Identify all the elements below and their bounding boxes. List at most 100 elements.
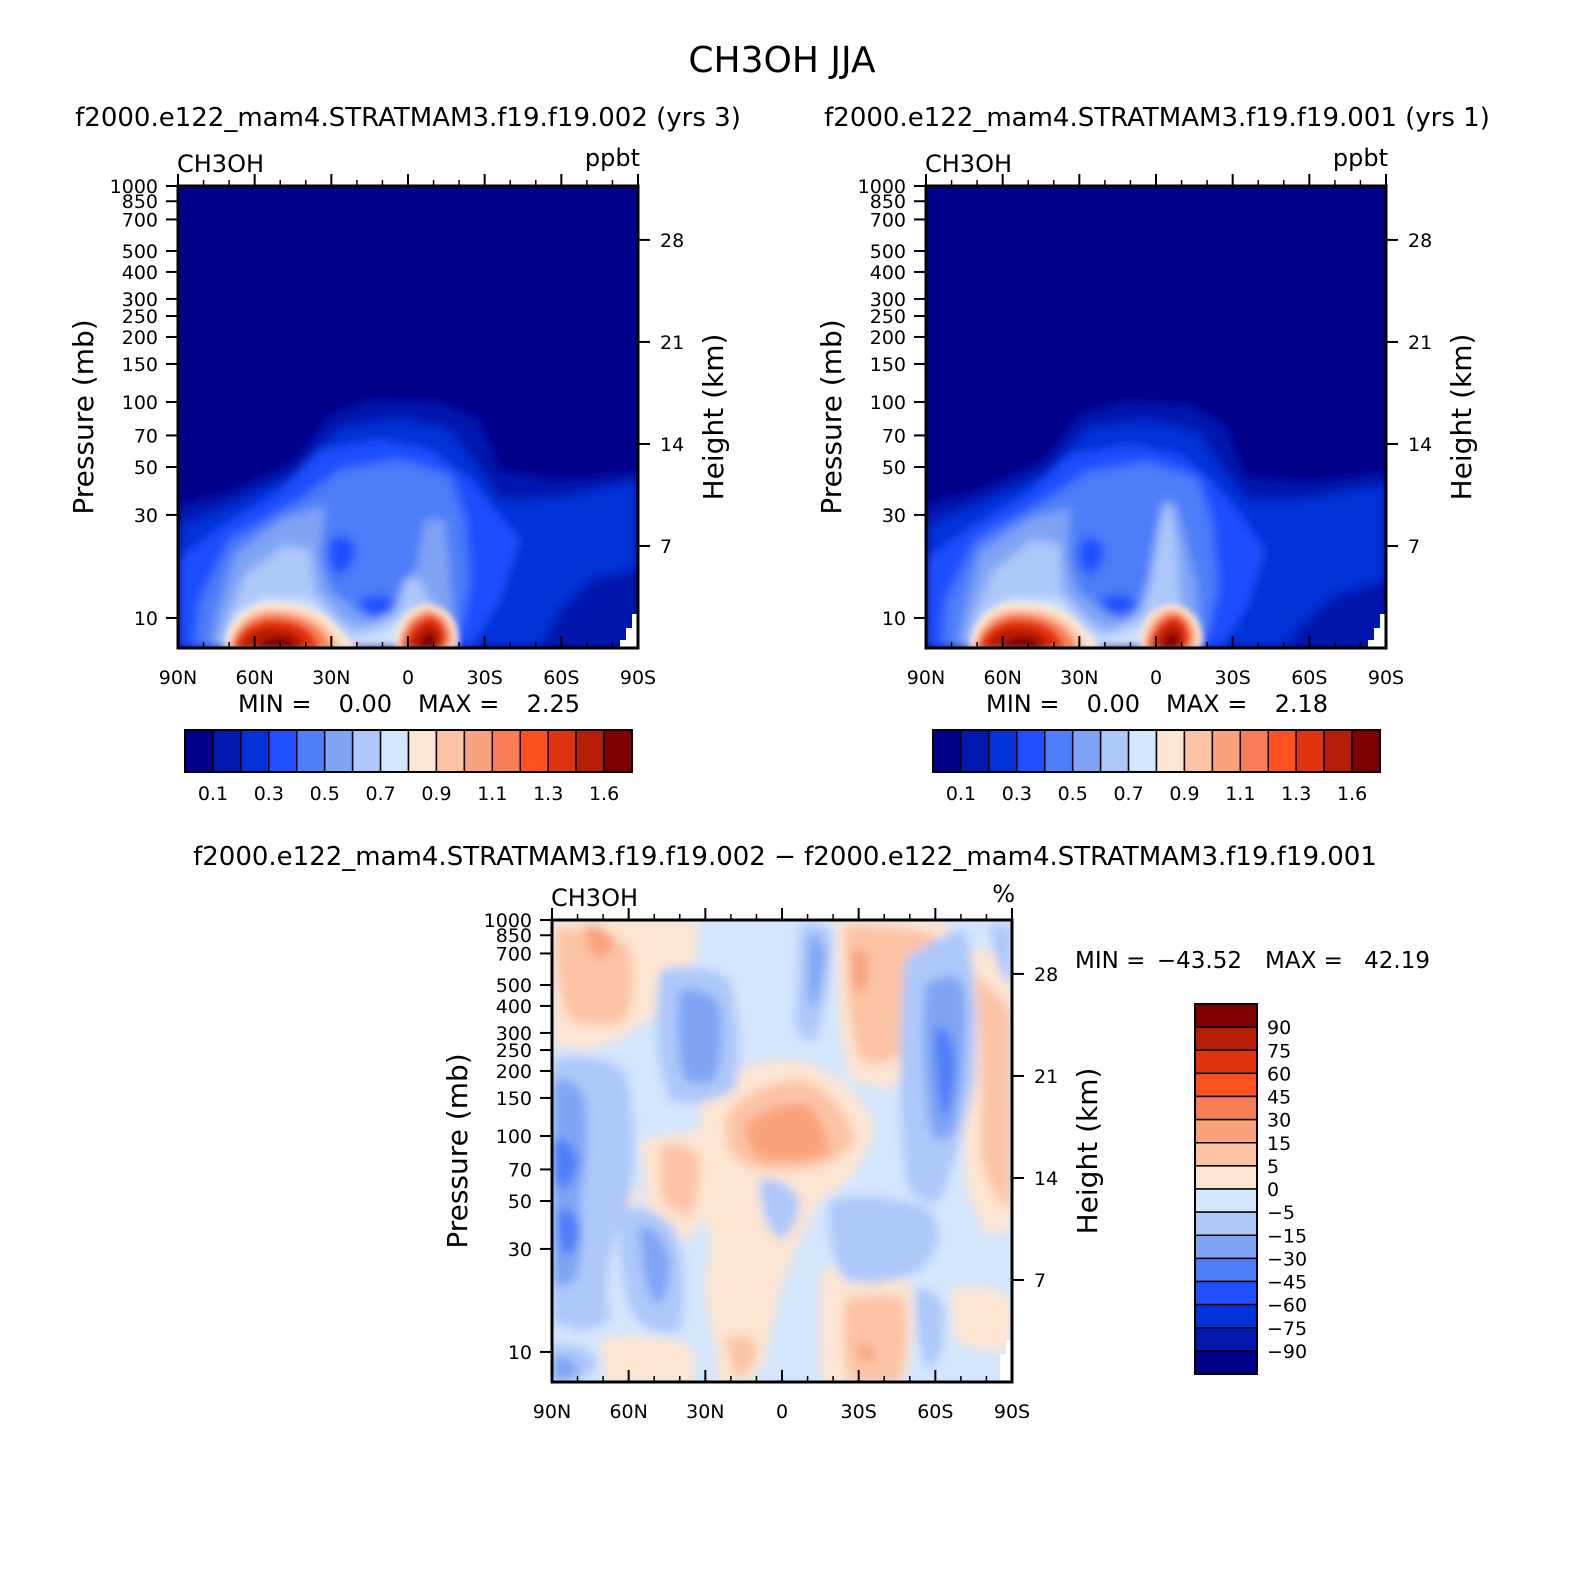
case1-y-tick-label: 400: [122, 262, 158, 284]
diff-max-label: MAX =: [1265, 948, 1343, 974]
case2-colorbar-swatch: [1127, 729, 1158, 773]
diff-units: %: [992, 880, 1015, 908]
case1-colorbar-swatch: [575, 729, 605, 773]
case2-y-tick-label: 150: [870, 354, 906, 376]
diff-y-tick-label: 100: [496, 1126, 532, 1148]
diff-y-tick-label: 30: [508, 1239, 532, 1261]
case2-colorbar-label: 0.1: [946, 783, 976, 805]
diff-y-right-tick-label: 28: [1034, 964, 1058, 986]
case2-x-tick-label: 60S: [1291, 667, 1327, 689]
case2-colorbar-swatch: [932, 729, 962, 773]
case1-colorbar-label: 1.3: [533, 783, 563, 805]
case2-x-tick-label: 90N: [907, 667, 945, 689]
case1-y-tick-label: 1000: [110, 176, 158, 198]
diff-y-tick-label: 150: [496, 1088, 532, 1110]
diff-x-tick-label: 60S: [917, 1401, 953, 1423]
case1-colorbar-label: 0.7: [365, 783, 395, 805]
case2-colorbar-swatch: [1211, 729, 1242, 773]
case1-x-tick-label: 60S: [543, 667, 579, 689]
diff-colorbar-swatch: [1194, 1350, 1258, 1375]
case2-panel: 90N 60N 30N 0 30S 60S 90S 10 30 50 70 100 150 2002503…: [815, 144, 1478, 805]
diff-colorbar-swatch: [1194, 1211, 1258, 1236]
case1-y-tick-label: 150: [122, 354, 158, 376]
diff-colorbar-label: 90: [1267, 1017, 1291, 1039]
case2-colorbar-label: 0.3: [1002, 783, 1032, 805]
case2-y-right-tick-label: 14: [1408, 434, 1432, 456]
case2-colorbar-swatch: [1071, 729, 1102, 773]
case1-units: ppbt: [585, 144, 640, 172]
case2-colorbar-label: 0.7: [1113, 783, 1143, 805]
diff-max-value: 42.19: [1364, 948, 1430, 974]
diff-colorbar-label: −30: [1267, 1248, 1307, 1270]
case2-colorbar-swatch: [1323, 729, 1353, 773]
diff-x-tick-label: 30N: [686, 1401, 724, 1423]
case2-y-tick-label: 400: [870, 262, 906, 284]
case1-contour-field: [178, 186, 638, 648]
case2-var-label: CH3OH: [925, 150, 1012, 178]
case2-colorbar-swatch: [1044, 729, 1074, 773]
diff-ylabel-right: Height (km): [1071, 1068, 1104, 1235]
case1-colorbar: 0.1 0.3 0.5 0.7 0.9 1.1 1.3 1.6: [184, 729, 633, 805]
diff-y-tick-label: 1000: [484, 910, 532, 932]
diff-colorbar-label: −90: [1267, 1341, 1307, 1363]
case2-colorbar-label: 1.6: [1337, 783, 1367, 805]
diff-colorbar-swatch: [1194, 1165, 1258, 1190]
case2-colorbar-label: 1.1: [1225, 783, 1255, 805]
diff-colorbar-swatch: [1194, 1188, 1258, 1213]
case2-y-tick-label: 700: [870, 209, 906, 231]
diff-var-label: CH3OH: [551, 884, 638, 912]
diff-y-tick-label: 500: [496, 975, 532, 997]
case2-y-right-tick-label: 28: [1408, 230, 1432, 252]
case2-y-tick-label: 250: [870, 306, 906, 328]
case1-ylabel-right: Height (km): [697, 334, 730, 501]
case1-colorbar-swatch: [519, 729, 549, 773]
diff-y-tick-label: 10: [508, 1342, 532, 1364]
case2-colorbar: 0.1 0.3 0.5 0.7 0.9 1.1 1.3 1.6: [932, 729, 1381, 805]
diff-y-right-tick-label: 14: [1034, 1168, 1058, 1190]
case1-colorbar-label: 1.1: [477, 783, 507, 805]
case1-y-tick-label: 10: [134, 608, 158, 630]
diff-y-tick-label: 50: [508, 1191, 532, 1213]
diff-y-tick-label: 700: [496, 943, 532, 965]
case1-y-tick-label: 100: [122, 392, 158, 414]
case1-panel: 90N 60N 30N 0 30S 60S 90S 10 30 50 70 100 150 2002503…: [67, 144, 730, 805]
case2-y-tick-label: 10: [882, 608, 906, 630]
case2-colorbar-swatch: [960, 729, 990, 773]
case1-y-right-tick-label: 28: [660, 230, 684, 252]
case1-y-tick-label: 200: [122, 327, 158, 349]
diff-axes: 90N 60N 30N 0 30S 60S 90S 10 30 50 70 100 150 2002503…: [484, 908, 1058, 1423]
case1-y-tick-label: 70: [134, 425, 158, 447]
case1-x-tick-label: 30S: [467, 667, 503, 689]
case1-x-tick-label: 60N: [235, 667, 273, 689]
diff-y-tick-label: 300: [496, 1023, 532, 1045]
diff-ylabel: Pressure (mb): [441, 1053, 474, 1248]
case2-y-right-tick-label: 7: [1408, 536, 1420, 558]
case1-colorbar-swatch: [212, 729, 242, 773]
case1-colorbar-label: 0.3: [254, 783, 284, 805]
case1-var-label: CH3OH: [177, 150, 264, 178]
case1-colorbar-label: 0.1: [198, 783, 228, 805]
diff-colorbar-swatch: [1194, 1234, 1258, 1260]
diff-colorbar-label: −60: [1267, 1295, 1307, 1317]
case1-y-tick-label: 300: [122, 289, 158, 311]
case1-max-value: 2.25: [527, 690, 580, 718]
diff-colorbar-label: −5: [1267, 1202, 1295, 1224]
diff-min-label: MIN =: [1075, 948, 1145, 974]
case2-colorbar-frame: [932, 729, 1381, 773]
case1-y-right-tick-label: 7: [660, 536, 672, 558]
case1-colorbar-swatch: [379, 729, 410, 773]
case2-max-value: 2.18: [1275, 690, 1328, 718]
case2-y-right-tick-label: 21: [1408, 332, 1432, 354]
case1-colorbar-swatch: [323, 729, 354, 773]
case2-colorbar-label: 0.5: [1058, 783, 1088, 805]
case1-colorbar-swatch: [407, 729, 438, 773]
diff-colorbar-swatch: [1194, 1327, 1258, 1352]
case1-max-label: MAX =: [418, 690, 499, 718]
diff-colorbar-label: 15: [1267, 1133, 1291, 1155]
diff-colorbar-label: 75: [1267, 1040, 1291, 1062]
diff-x-tick-label: 90N: [533, 1401, 571, 1423]
diff-colorbar-swatch: [1194, 1095, 1258, 1121]
diff-colorbar-frame: [1194, 1003, 1258, 1375]
